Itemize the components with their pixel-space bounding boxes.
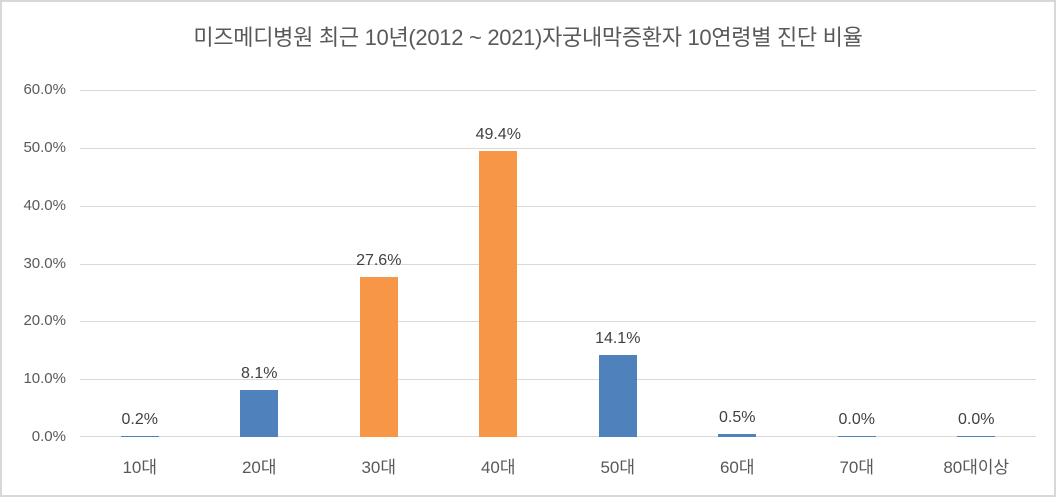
y-axis-tick-label: 30.0%: [23, 254, 66, 272]
plot-area: 0.0% 10.0% 20.0% 30.0% 40.0% 50.0% 60.0% 0.2% 1…: [23, 81, 1037, 477]
bar-value-label: 8.1%: [241, 365, 278, 383]
bar-value-label: 0.5%: [719, 409, 756, 427]
y-axis-tick-label: 40.0%: [23, 196, 66, 214]
bar-value-label: 27.6%: [356, 252, 402, 270]
bar-value-label: 49.4%: [475, 126, 521, 144]
gridline: [80, 205, 1036, 207]
bar: [718, 434, 757, 437]
y-axis-tick-label: 60.0%: [23, 81, 66, 98]
x-axis-tick-label: 80대이상: [943, 458, 1010, 477]
y-axis-tick-label: 10.0%: [23, 370, 66, 388]
gridline: [80, 147, 1036, 149]
bar: [359, 277, 398, 437]
bar-column: 0.2% 10대: [80, 90, 200, 477]
bar-column: 49.4% 40대: [439, 90, 559, 477]
x-axis-tick-label: 60대: [719, 458, 755, 477]
bar-column: 14.1% 50대: [558, 90, 678, 477]
x-axis-tick-label: 20대: [241, 458, 277, 477]
bar: [598, 355, 637, 437]
bar-column: 0.5% 60대: [678, 90, 798, 477]
x-axis-tick-label: 70대: [839, 458, 875, 477]
x-axis-tick-label: 30대: [361, 458, 397, 477]
y-axis-tick-label: 50.0%: [23, 138, 66, 156]
x-axis-tick-label: 50대: [600, 458, 636, 477]
gridline: [80, 321, 1036, 323]
bar-value-label: 14.1%: [595, 330, 641, 348]
bar-value-label: 0.0%: [958, 410, 995, 428]
chart-title: 미즈메디병원 최근 10년(2012 ~ 2021)자궁내막증환자 10연령별 …: [193, 25, 863, 50]
gridline: [80, 436, 1036, 437]
bar-value-label: 0.0%: [838, 410, 875, 428]
bar: [120, 435, 159, 437]
bar-columns: 0.2% 10대 8.1% 20대 27.6% 30대 49.4% 40대 14.1% 50대 0.…: [80, 90, 1037, 477]
bar-column: 0.0% 70대: [797, 90, 917, 477]
bar: [479, 151, 518, 437]
bar: [837, 435, 876, 437]
gridline: [80, 90, 1036, 91]
bar-column: 0.0% 80대이상: [917, 90, 1037, 477]
bar: [957, 435, 996, 437]
x-axis-tick-label: 10대: [122, 458, 158, 477]
bar-column: 27.6% 30대: [319, 90, 439, 477]
bar: [240, 390, 279, 437]
x-axis-tick-label: 40대: [480, 458, 516, 477]
gridline: [80, 379, 1036, 381]
bar-value-label: 0.2%: [121, 410, 158, 428]
gridline: [80, 263, 1036, 265]
y-axis-tick-label: 20.0%: [23, 312, 66, 330]
y-axis-tick-label: 0.0%: [31, 428, 66, 445]
bar-column: 8.1% 20대: [200, 90, 320, 477]
